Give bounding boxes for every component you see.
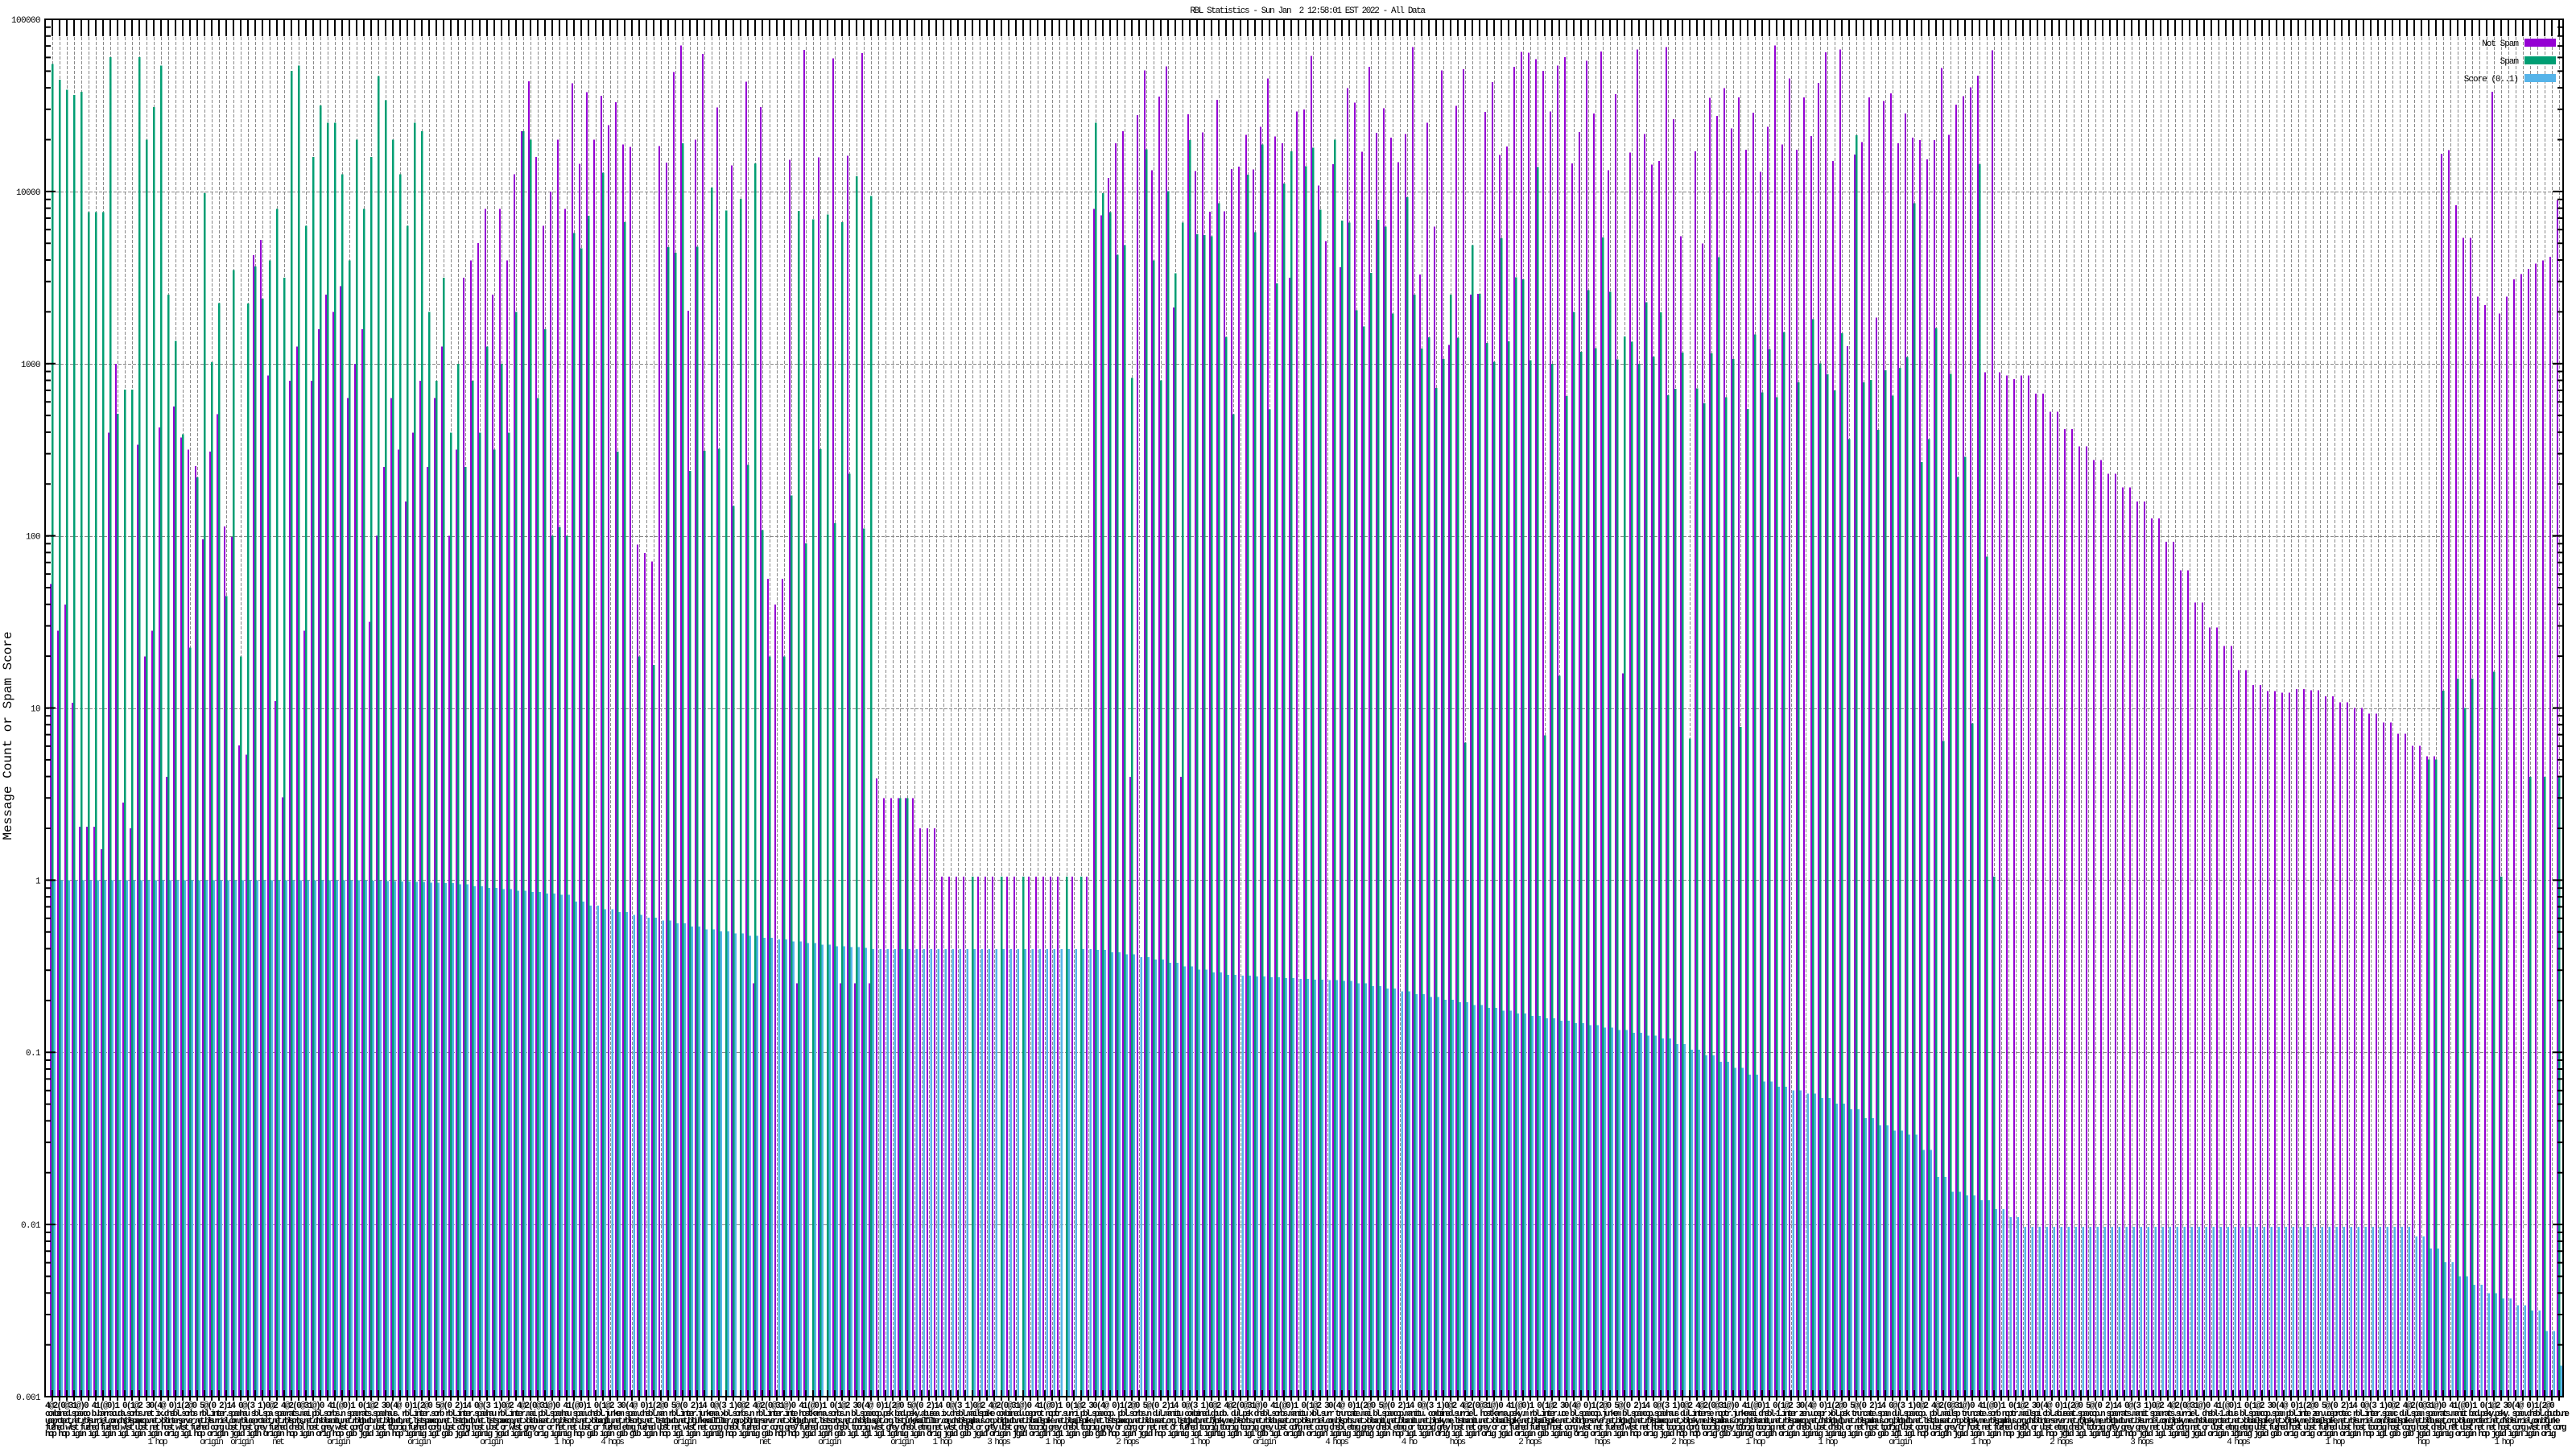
svg-text:Spam: Spam — [2500, 57, 2520, 67]
svg-text:origin: origin — [407, 1438, 431, 1447]
svg-text:origin: origin — [327, 1438, 350, 1447]
svg-text:fuzhed wlst fuzhed fuzhed wlst: fuzhed wlst fuzhed fuzhed wlst ubst net … — [45, 1423, 2566, 1433]
svg-text:100000: 100000 — [11, 16, 40, 26]
svg-text:10: 10 — [31, 705, 40, 715]
svg-text:4 hops: 4 hops — [1325, 1438, 1348, 1447]
svg-text:3 hops: 3 hops — [2130, 1438, 2153, 1447]
svg-text:RBL Statistics - Sun Jan 2 12: RBL Statistics - Sun Jan 2 12:58:01 EST … — [1190, 6, 1426, 16]
svg-text:2 hops: 2 hops — [2050, 1438, 2073, 1447]
svg-text:1 hop: 1 hop — [1190, 1438, 1209, 1447]
svg-text:1 hop: 1 hop — [932, 1438, 952, 1447]
svg-text:1 hop: 1 hop — [2325, 1438, 2344, 1447]
svg-text:1 hop: 1 hop — [1745, 1438, 1765, 1447]
svg-text:Message Count or Spam Score: Message Count or Spam Score — [1, 631, 15, 840]
svg-text:origin: origin — [230, 1438, 254, 1447]
svg-text:Not Spam: Not Spam — [2482, 39, 2519, 49]
svg-text:4 hops: 4 hops — [2227, 1438, 2250, 1447]
svg-text:net: net — [272, 1438, 284, 1447]
svg-text:1 hop: 1 hop — [554, 1438, 573, 1447]
svg-text:hop: hop — [2417, 1438, 2429, 1447]
svg-text:origin: origin — [480, 1438, 503, 1447]
svg-text:1 hop: 1 hop — [1045, 1438, 1064, 1447]
svg-text:4 hops: 4 hops — [601, 1438, 624, 1447]
svg-text:1 hop: 1 hop — [147, 1438, 167, 1447]
svg-text:net: net — [759, 1438, 771, 1447]
svg-text:origin: origin — [200, 1438, 223, 1447]
svg-text:4 ho: 4 ho — [1402, 1438, 1418, 1447]
svg-text:combined.spamco b.barracuda.so: combined.spamco b.barracuda.sorbs.net ix… — [45, 1410, 2570, 1419]
svg-text:2 hops: 2 hops — [1671, 1438, 1695, 1447]
svg-text:3 hops: 3 hops — [987, 1438, 1010, 1447]
svg-text:hops: hops — [1450, 1438, 1466, 1447]
svg-text:100: 100 — [26, 533, 40, 543]
svg-text:1: 1 — [35, 877, 41, 886]
svg-text:10000: 10000 — [16, 188, 40, 198]
svg-text:2 hops: 2 hops — [1518, 1438, 1542, 1447]
svg-text:hop hop igin ig1 igin ig1 igin: hop hop igin ig1 igin ig1 igin igin orig… — [45, 1430, 2556, 1439]
svg-text:origin: origin — [890, 1438, 914, 1447]
svg-text:4@2(0@31@)0 41(@0)1 0(1@2 30(4: 4@2(0@31@)0 41(@0)1 0(1@2 30(4@ 0)1(2@0 … — [45, 1401, 2554, 1411]
svg-text:1 hop: 1 hop — [1971, 1438, 1990, 1447]
svg-text:hops: hops — [1595, 1438, 1611, 1447]
svg-text:0.1: 0.1 — [26, 1049, 41, 1059]
svg-text:Score (0..1): Score (0..1) — [2464, 75, 2518, 85]
svg-text:1 hop: 1 hop — [1818, 1438, 1837, 1447]
svg-text:origin: origin — [1889, 1438, 1912, 1447]
svg-text:origin: origin — [818, 1438, 841, 1447]
svg-text:2 hops: 2 hops — [1116, 1438, 1139, 1447]
svg-text:uceprotect.net.rblsurriel.com.: uceprotect.net.rblsurriel.com.dnsblspamc… — [45, 1417, 2561, 1426]
svg-text:0.01: 0.01 — [21, 1221, 41, 1231]
svg-text:origin: origin — [1253, 1438, 1276, 1447]
svg-text:1000: 1000 — [21, 361, 40, 370]
svg-text:1 hop: 1 hop — [2494, 1438, 2513, 1447]
svg-text:origin: origin — [673, 1438, 696, 1447]
svg-text:0.001: 0.001 — [16, 1393, 41, 1403]
